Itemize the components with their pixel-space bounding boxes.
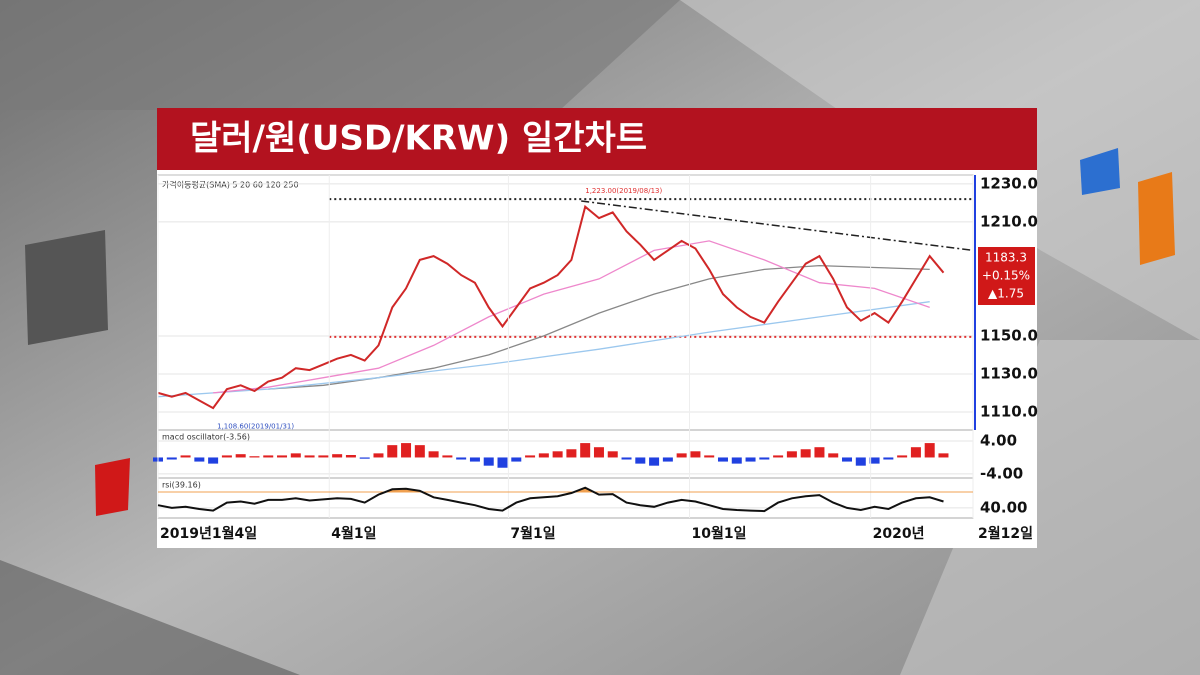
legend-label: 가격이동평균(SMA) 5 20 60 120 250 bbox=[162, 180, 299, 190]
x-tick-label: 7월1일 bbox=[510, 525, 555, 542]
macd-bar bbox=[704, 455, 715, 458]
x-tick-label: 2020년 bbox=[873, 526, 925, 542]
y-tick-label: 1150.0 bbox=[980, 326, 1038, 344]
macd-bar bbox=[497, 457, 508, 468]
x-tick-label: 2019년1월4일 bbox=[160, 525, 257, 542]
annotation: 1,108.60(2019/01/31) bbox=[217, 423, 294, 431]
macd-bar bbox=[469, 457, 480, 462]
macd-bar bbox=[194, 457, 205, 462]
macd-bar bbox=[842, 457, 853, 462]
macd-bar bbox=[938, 453, 949, 458]
macd-bar bbox=[414, 445, 425, 458]
macd-bar bbox=[235, 454, 246, 458]
macd-bar bbox=[538, 453, 549, 458]
macd-bar bbox=[828, 453, 839, 458]
macd-bar bbox=[511, 457, 522, 462]
macd-bar bbox=[676, 453, 687, 458]
macd-bar bbox=[883, 457, 894, 460]
macd-bar bbox=[924, 443, 935, 458]
title-bar bbox=[157, 108, 1037, 170]
macd-bar bbox=[717, 457, 728, 462]
macd-bar bbox=[759, 457, 770, 460]
quote-change: ▲1.75 bbox=[988, 287, 1024, 301]
macd-bar bbox=[525, 455, 536, 458]
series-line bbox=[157, 486, 944, 513]
y-tick-label: 4.00 bbox=[980, 432, 1017, 450]
macd-label: macd oscillator(-3.56) bbox=[162, 433, 250, 442]
bg-block bbox=[1138, 172, 1175, 265]
plot-area bbox=[157, 174, 974, 519]
series-line bbox=[157, 301, 930, 398]
macd-bar bbox=[401, 443, 412, 458]
macd-bar bbox=[483, 457, 494, 466]
macd-bar bbox=[180, 455, 191, 458]
quote-box bbox=[978, 247, 1035, 305]
macd-bar bbox=[332, 454, 343, 458]
x-tick-label: 10월1일 bbox=[692, 525, 747, 542]
macd-bar bbox=[304, 455, 315, 458]
quote-price: 1183.3 bbox=[985, 251, 1027, 265]
macd-bar bbox=[786, 451, 797, 458]
y-tick-label: 1110.0 bbox=[980, 402, 1038, 420]
annotation: 1,223.00(2019/08/13) bbox=[585, 187, 662, 195]
macd-bar bbox=[635, 457, 646, 464]
macd-bar bbox=[607, 451, 618, 458]
bg-shape bbox=[0, 560, 300, 675]
x-tick-label: 2월12일 bbox=[978, 525, 1033, 542]
y-tick-label: 40.00 bbox=[980, 498, 1027, 516]
macd-bar bbox=[745, 457, 756, 462]
bg-block bbox=[1080, 148, 1120, 195]
macd-bar bbox=[800, 449, 811, 458]
series-line bbox=[213, 240, 930, 394]
macd-bar bbox=[910, 447, 921, 458]
bg-shape bbox=[900, 340, 1200, 675]
macd-bar bbox=[566, 449, 577, 458]
y-tick-label: -4.00 bbox=[980, 464, 1023, 482]
title: 달러/원(USD/KRW) 일간차트 bbox=[190, 119, 647, 159]
macd-bar bbox=[290, 453, 301, 458]
bg-block bbox=[95, 458, 130, 516]
macd-bar bbox=[359, 457, 370, 459]
y-tick-label: 1210.0 bbox=[980, 212, 1038, 230]
macd-bar bbox=[277, 455, 288, 458]
macd-bar bbox=[814, 447, 825, 458]
macd-bar bbox=[263, 455, 274, 458]
quote-change-pct: +0.15% bbox=[982, 269, 1030, 283]
macd-bar bbox=[731, 457, 742, 464]
macd-bar bbox=[456, 457, 467, 460]
macd-bar bbox=[428, 451, 439, 458]
macd-bar bbox=[662, 457, 673, 462]
macd-bar bbox=[855, 457, 866, 466]
macd-bar bbox=[621, 457, 632, 460]
macd-bar bbox=[345, 455, 356, 458]
macd-bar bbox=[387, 445, 398, 458]
macd-bar bbox=[580, 443, 591, 458]
macd-bar bbox=[221, 455, 232, 458]
macd-bar bbox=[442, 455, 453, 458]
macd-bar bbox=[869, 457, 880, 464]
trend-line bbox=[581, 200, 974, 252]
macd-bar bbox=[208, 457, 219, 464]
bg-block bbox=[25, 230, 108, 345]
macd-bar bbox=[373, 453, 384, 458]
y-tick-label: 1130.0 bbox=[980, 364, 1038, 382]
series-line bbox=[157, 204, 945, 410]
y-tick-label: 1230.0 bbox=[980, 174, 1038, 192]
macd-bar bbox=[318, 455, 329, 458]
macd-bar bbox=[690, 451, 701, 458]
macd-bar bbox=[166, 457, 177, 460]
macd-bar bbox=[897, 455, 908, 458]
macd-bar bbox=[552, 451, 563, 458]
x-tick-label: 4월1일 bbox=[331, 525, 376, 542]
macd-bar bbox=[593, 447, 604, 458]
rsi-label: rsi(39.16) bbox=[162, 481, 201, 490]
bg-shape bbox=[0, 0, 680, 110]
macd-bar bbox=[773, 455, 784, 458]
macd-bar bbox=[649, 457, 660, 466]
macd-bar bbox=[249, 456, 260, 458]
